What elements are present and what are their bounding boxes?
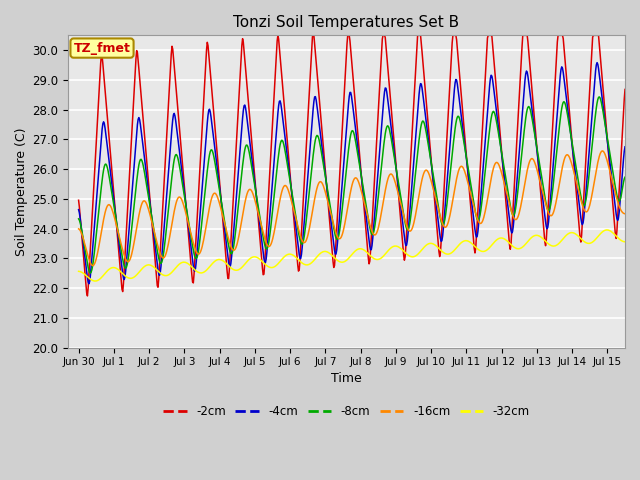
Title: Tonzi Soil Temperatures Set B: Tonzi Soil Temperatures Set B [234, 15, 460, 30]
Legend: -2cm, -4cm, -8cm, -16cm, -32cm: -2cm, -4cm, -8cm, -16cm, -32cm [159, 400, 534, 423]
Y-axis label: Soil Temperature (C): Soil Temperature (C) [15, 127, 28, 256]
Text: TZ_fmet: TZ_fmet [74, 42, 131, 55]
X-axis label: Time: Time [331, 372, 362, 384]
